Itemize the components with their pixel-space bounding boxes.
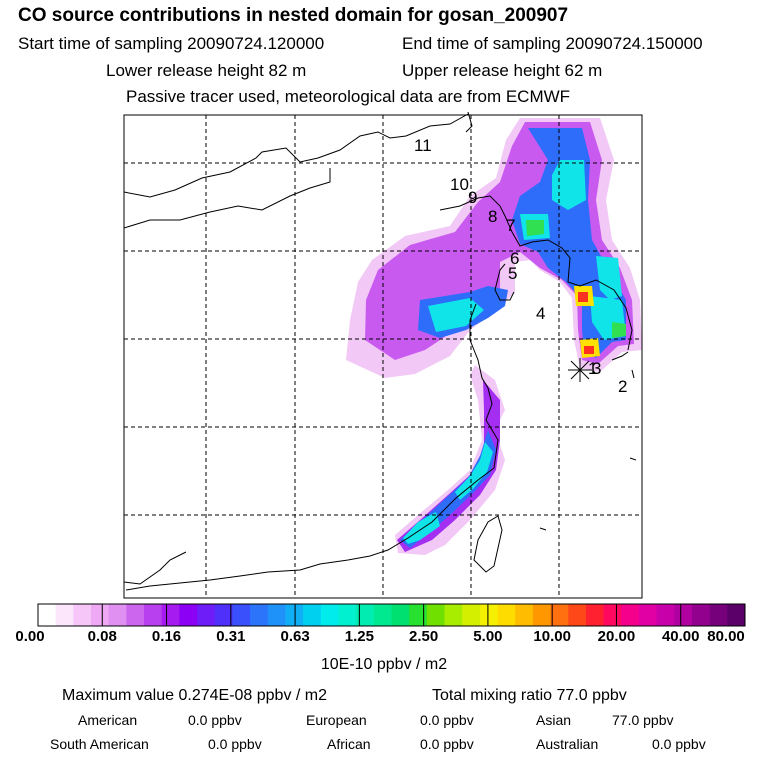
colorbar-cell bbox=[232, 604, 251, 626]
colorbar-cell bbox=[267, 604, 286, 626]
colorbar-frame bbox=[37, 603, 746, 627]
colorbar-tick-label: 0.00 bbox=[15, 628, 45, 645]
african-value: 0.0 ppbv bbox=[420, 736, 474, 752]
coastline bbox=[123, 111, 637, 591]
plume-yellow bbox=[574, 286, 600, 358]
colorbar-tick-label: 1.25 bbox=[344, 628, 374, 645]
colorbar-cell bbox=[444, 604, 463, 626]
colorbar-cell bbox=[656, 604, 675, 626]
colorbar-tick-label: 0.31 bbox=[216, 628, 246, 645]
asian-value: 77.0 ppbv bbox=[612, 712, 674, 728]
colorbar-tick-label: 0.16 bbox=[151, 628, 182, 645]
colorbar-cell bbox=[144, 604, 163, 626]
colorbar-cell bbox=[638, 604, 658, 626]
trajectory-point-label: 6 bbox=[510, 249, 519, 268]
australian-label: Australian bbox=[536, 736, 599, 752]
colorbar-cell bbox=[585, 604, 605, 626]
colorbar-cell bbox=[108, 604, 127, 626]
colorbar-cell bbox=[426, 604, 446, 626]
colorbar-tick-label: 0.63 bbox=[280, 628, 310, 645]
colorbar-cell bbox=[479, 604, 499, 626]
plume-outer-south bbox=[395, 365, 505, 555]
colorbar-cell bbox=[73, 604, 92, 626]
colorbar-tick-label: 2.50 bbox=[409, 628, 439, 645]
colorbar-cell bbox=[532, 604, 552, 626]
lower-release-label: Lower release height 82 m bbox=[106, 61, 307, 80]
colorbar-tick-label: 0.08 bbox=[87, 628, 117, 645]
grid-lines bbox=[124, 115, 642, 598]
map-frame bbox=[123, 114, 643, 599]
maximum-value-label: Maximum value 0.274E-08 ppbv / m2 bbox=[62, 687, 328, 704]
south-american-value: 0.0 ppbv bbox=[208, 736, 262, 752]
chart-title: CO source contributions in nested domain… bbox=[18, 5, 569, 26]
colorbar-cell bbox=[603, 604, 622, 626]
colorbar-tick-label: 40.00 bbox=[661, 628, 700, 645]
colorbar-tick-label: 80.00 bbox=[707, 628, 745, 645]
trajectory-point-label: 2 bbox=[618, 377, 627, 396]
colorbar-cell bbox=[285, 604, 304, 626]
colorbar-cell bbox=[38, 604, 57, 626]
colorbar-cell bbox=[391, 604, 410, 626]
colorbar-tick-label: 5.00 bbox=[473, 628, 503, 645]
colorbar-unit-label: 10E-10 ppbv / m2 bbox=[320, 656, 448, 673]
colorbar-cell bbox=[727, 604, 746, 626]
trajectory-point-label: 10 bbox=[450, 175, 469, 194]
colorbar-cell bbox=[197, 604, 216, 626]
colorbar-cell bbox=[161, 604, 180, 626]
total-mixing-ratio-label: Total mixing ratio 77.0 ppbv bbox=[432, 687, 627, 704]
trajectory-point-label: 9 bbox=[468, 188, 477, 207]
african-label: African bbox=[327, 736, 371, 752]
plume-green bbox=[526, 220, 626, 338]
trajectory-point-label: 11 bbox=[414, 136, 432, 155]
trajectory-point-label: 8 bbox=[488, 207, 497, 226]
colorbar-cell bbox=[568, 604, 587, 626]
trajectory-point-label: 5 bbox=[508, 264, 517, 283]
american-label: American bbox=[78, 712, 138, 728]
asian-label: Asian bbox=[536, 712, 572, 728]
colorbar-cell bbox=[462, 604, 481, 626]
colorbar-cell bbox=[497, 604, 516, 626]
upper-release-label: Upper release height 62 m bbox=[402, 61, 603, 80]
colorbar-cell bbox=[691, 604, 711, 626]
colorbar-cell bbox=[356, 604, 375, 626]
colorbar-cell bbox=[55, 604, 74, 626]
concentration-field bbox=[346, 118, 642, 555]
trajectory-point-label: 3 bbox=[592, 359, 601, 378]
colorbar-cell bbox=[550, 604, 569, 626]
colorbar-cell bbox=[338, 604, 357, 626]
receptor-marker bbox=[568, 358, 592, 382]
colorbar-cell bbox=[373, 604, 392, 626]
colorbar-cell bbox=[674, 604, 693, 626]
start-time-label: Start time of sampling 20090724.120000 bbox=[18, 34, 325, 53]
colorbar-cell bbox=[320, 604, 339, 626]
plume-blue-south bbox=[400, 430, 496, 548]
european-value: 0.0 ppbv bbox=[420, 712, 474, 728]
colorbar-cell bbox=[214, 604, 233, 626]
south-american-label: South American bbox=[50, 736, 149, 752]
american-value: 0.0 ppbv bbox=[188, 712, 242, 728]
european-label: European bbox=[306, 712, 367, 728]
colorbar-cell bbox=[179, 604, 198, 626]
colorbar-tick-label: 10.00 bbox=[533, 628, 571, 645]
colorbar-cell bbox=[515, 604, 534, 626]
end-time-label: End time of sampling 20090724.150000 bbox=[402, 34, 703, 53]
tracer-note: Passive tracer used, meteorological data… bbox=[126, 87, 571, 106]
colorbar-cell bbox=[303, 604, 322, 626]
colorbar-cell bbox=[126, 604, 145, 626]
colorbar-cell bbox=[91, 604, 110, 626]
trajectory-point-label: 4 bbox=[536, 304, 545, 323]
colorbar-cell bbox=[709, 604, 728, 626]
australian-value: 0.0 ppbv bbox=[652, 736, 706, 752]
colorbar-cell bbox=[409, 604, 428, 626]
colorbar-tick-label: 20.00 bbox=[597, 628, 636, 645]
colorbar-cell bbox=[250, 604, 269, 626]
plume-hotspot bbox=[578, 292, 594, 354]
trajectory-point-label: 1 bbox=[588, 359, 597, 378]
colorbar-cell bbox=[621, 604, 640, 626]
trajectory-point-label: 7 bbox=[506, 216, 515, 235]
